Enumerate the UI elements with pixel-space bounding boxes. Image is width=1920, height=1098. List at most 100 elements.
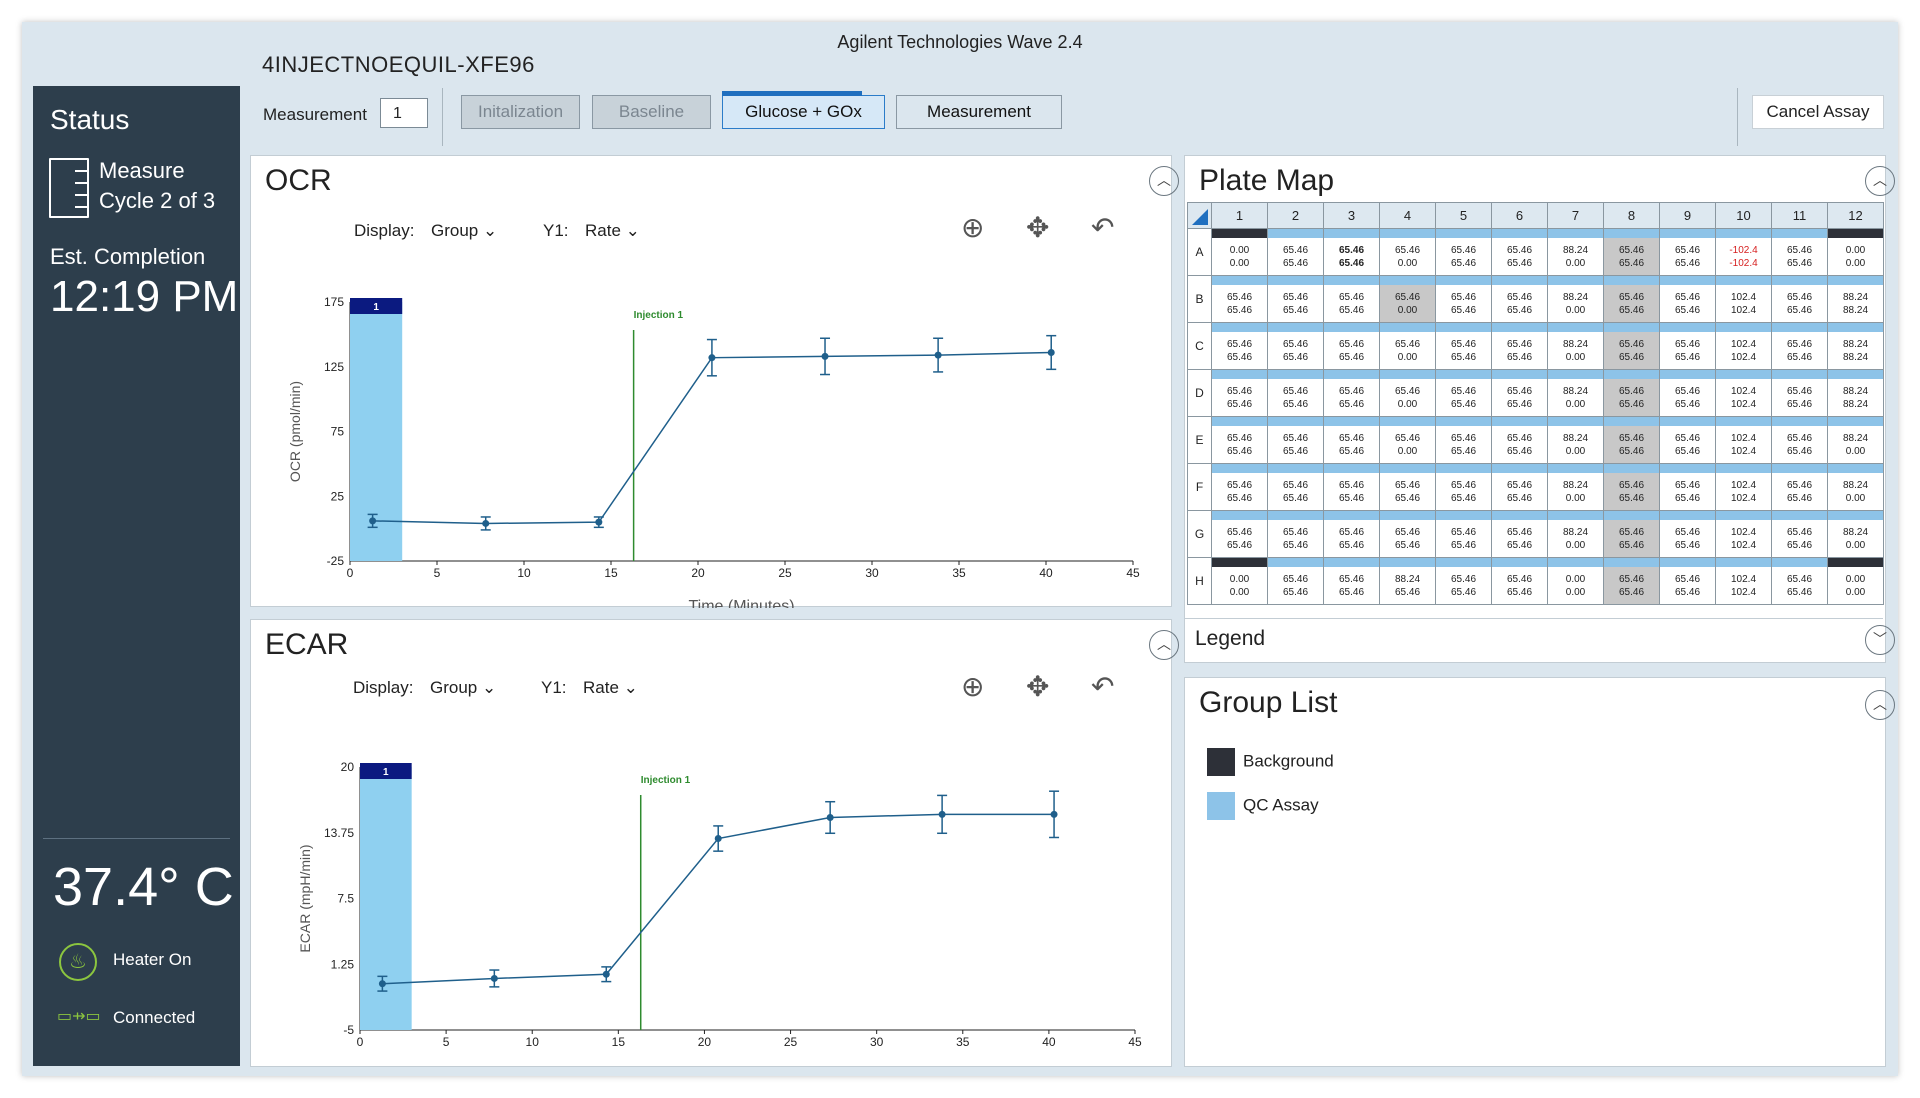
plate-well[interactable]: 88.24 0.00 — [1547, 510, 1604, 558]
plate-well[interactable]: 88.24 0.00 — [1827, 463, 1884, 511]
plate-well[interactable]: 0.00 0.00 — [1827, 557, 1884, 605]
plate-well[interactable]: 65.46 65.46 — [1435, 463, 1492, 511]
plate-well[interactable]: 65.46 65.46 — [1323, 322, 1380, 370]
plate-well[interactable]: 65.46 65.46 — [1267, 369, 1324, 417]
plate-well[interactable]: 65.46 65.46 — [1435, 510, 1492, 558]
plate-well[interactable]: 65.46 65.46 — [1379, 463, 1436, 511]
group-item[interactable]: QC Assay — [1207, 792, 1319, 820]
chevron-up-icon[interactable]: ︿ — [1149, 166, 1179, 196]
plate-well[interactable]: 65.46 65.46 — [1323, 557, 1380, 605]
plate-well[interactable]: 65.46 65.46 — [1603, 228, 1660, 276]
plate-well[interactable]: 65.46 65.46 — [1211, 369, 1268, 417]
plate-well[interactable]: 65.46 0.00 — [1379, 369, 1436, 417]
y1-dropdown[interactable]: Rate ⌄ — [583, 678, 638, 698]
plate-well[interactable]: 65.46 65.46 — [1491, 275, 1548, 323]
plate-well[interactable]: 65.46 65.46 — [1603, 369, 1660, 417]
plate-well[interactable]: 65.46 65.46 — [1771, 557, 1828, 605]
column-header[interactable]: 5 — [1435, 202, 1492, 229]
plate-well[interactable]: 88.24 0.00 — [1827, 416, 1884, 464]
group-item[interactable]: Background — [1207, 748, 1334, 776]
plate-well[interactable]: 102.4 102.4 — [1715, 510, 1772, 558]
plate-well[interactable]: 65.46 65.46 — [1603, 275, 1660, 323]
undo-icon[interactable]: ↶ — [1091, 211, 1115, 244]
plate-well[interactable]: 65.46 65.46 — [1267, 322, 1324, 370]
zoom-in-icon[interactable]: ⊕ — [961, 211, 985, 244]
row-header[interactable]: E — [1187, 416, 1212, 464]
step-baseline[interactable]: Baseline — [592, 95, 711, 129]
column-header[interactable]: 7 — [1547, 202, 1604, 229]
plate-well[interactable]: 65.46 65.46 — [1771, 275, 1828, 323]
row-header[interactable]: G — [1187, 510, 1212, 558]
plate-well[interactable]: 65.46 65.46 — [1771, 228, 1828, 276]
plate-well[interactable]: 88.24 0.00 — [1827, 510, 1884, 558]
row-header[interactable]: F — [1187, 463, 1212, 511]
legend-bar[interactable]: Legend ﹀ — [1185, 618, 1895, 663]
plate-well[interactable]: 65.46 65.46 — [1435, 322, 1492, 370]
plate-well[interactable]: 102.4 102.4 — [1715, 557, 1772, 605]
plate-well[interactable]: 65.46 65.46 — [1491, 322, 1548, 370]
plate-well[interactable]: 102.4 102.4 — [1715, 369, 1772, 417]
plate-well[interactable]: 88.24 88.24 — [1827, 369, 1884, 417]
plate-well[interactable]: 65.46 65.46 — [1267, 557, 1324, 605]
column-header[interactable]: 1 — [1211, 202, 1268, 229]
plate-well[interactable]: 65.46 65.46 — [1491, 510, 1548, 558]
plate-well[interactable]: 0.00 0.00 — [1211, 557, 1268, 605]
plate-well[interactable]: 65.46 65.46 — [1659, 416, 1716, 464]
column-header[interactable]: 3 — [1323, 202, 1380, 229]
y1-dropdown[interactable]: Rate ⌄ — [585, 221, 640, 241]
plate-well[interactable]: 65.46 0.00 — [1379, 322, 1436, 370]
plate-well[interactable]: 65.46 65.46 — [1771, 416, 1828, 464]
plate-well[interactable]: 65.46 65.46 — [1435, 369, 1492, 417]
chevron-up-icon[interactable]: ︿ — [1865, 690, 1895, 720]
plate-well[interactable]: 65.46 65.46 — [1211, 463, 1268, 511]
plate-well[interactable]: 65.46 65.46 — [1267, 510, 1324, 558]
plate-well[interactable]: 65.46 65.46 — [1771, 510, 1828, 558]
chevron-up-icon[interactable]: ︿ — [1865, 166, 1895, 196]
plate-well[interactable]: 0.00 0.00 — [1827, 228, 1884, 276]
plate-well[interactable]: 65.46 65.46 — [1603, 463, 1660, 511]
row-header[interactable]: D — [1187, 369, 1212, 417]
pan-icon[interactable]: ✥ — [1026, 670, 1050, 703]
plate-well[interactable]: 65.46 65.46 — [1267, 416, 1324, 464]
plate-well[interactable]: 65.46 65.46 — [1379, 510, 1436, 558]
plate-well[interactable]: 88.24 88.24 — [1827, 275, 1884, 323]
plate-well[interactable]: 88.24 0.00 — [1547, 463, 1604, 511]
plate-well[interactable]: 65.46 65.46 — [1491, 416, 1548, 464]
plate-well[interactable]: 65.46 65.46 — [1603, 510, 1660, 558]
plate-well[interactable]: 65.46 65.46 — [1323, 228, 1380, 276]
select-all-corner[interactable] — [1187, 202, 1212, 229]
plate-well[interactable]: 65.46 0.00 — [1379, 416, 1436, 464]
plate-well[interactable]: 102.4 102.4 — [1715, 463, 1772, 511]
plate-well[interactable]: 65.46 65.46 — [1267, 228, 1324, 276]
column-header[interactable]: 2 — [1267, 202, 1324, 229]
column-header[interactable]: 11 — [1771, 202, 1828, 229]
column-header[interactable]: 9 — [1659, 202, 1716, 229]
zoom-in-icon[interactable]: ⊕ — [961, 670, 985, 703]
plate-well[interactable]: 65.46 65.46 — [1211, 510, 1268, 558]
column-header[interactable]: 4 — [1379, 202, 1436, 229]
plate-well[interactable]: 65.46 65.46 — [1659, 275, 1716, 323]
plate-well[interactable]: 65.46 65.46 — [1435, 275, 1492, 323]
plate-well[interactable]: 65.46 65.46 — [1771, 463, 1828, 511]
plate-well[interactable]: 102.4 102.4 — [1715, 416, 1772, 464]
plate-well[interactable]: 88.24 88.24 — [1827, 322, 1884, 370]
plate-well[interactable]: 65.46 0.00 — [1379, 228, 1436, 276]
display-dropdown[interactable]: Group ⌄ — [430, 678, 496, 698]
plate-well[interactable]: 88.24 0.00 — [1547, 275, 1604, 323]
plate-well[interactable]: 65.46 0.00 — [1379, 275, 1436, 323]
plate-well[interactable]: 65.46 65.46 — [1267, 463, 1324, 511]
row-header[interactable]: A — [1187, 228, 1212, 276]
column-header[interactable]: 8 — [1603, 202, 1660, 229]
plate-well[interactable]: 65.46 65.46 — [1323, 369, 1380, 417]
plate-well[interactable]: 65.46 65.46 — [1771, 369, 1828, 417]
plate-well[interactable]: 65.46 65.46 — [1267, 275, 1324, 323]
plate-well[interactable]: 65.46 65.46 — [1323, 463, 1380, 511]
row-header[interactable]: H — [1187, 557, 1212, 605]
plate-well[interactable]: 88.24 0.00 — [1547, 228, 1604, 276]
plate-well[interactable]: 88.24 65.46 — [1379, 557, 1436, 605]
display-dropdown[interactable]: Group ⌄ — [431, 221, 497, 241]
plate-well[interactable]: 88.24 0.00 — [1547, 322, 1604, 370]
plate-well[interactable]: 88.24 0.00 — [1547, 369, 1604, 417]
plate-well[interactable]: 65.46 65.46 — [1659, 463, 1716, 511]
plate-well[interactable]: 65.46 65.46 — [1491, 228, 1548, 276]
